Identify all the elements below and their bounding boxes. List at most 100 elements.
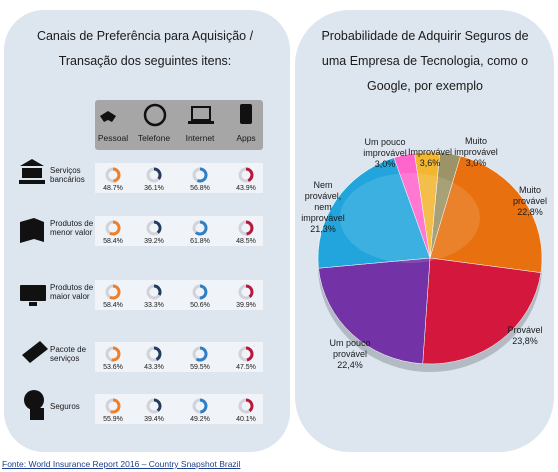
donut-arc [111,346,121,362]
pie-label: Muito provável 22,8% [505,185,555,218]
phone-icon [143,103,167,127]
donut-arc [112,167,121,183]
donut-arc [245,346,254,362]
row-label: Serviços bancários [50,166,85,184]
value-label: 56.8% [190,185,210,192]
ticket-icon [22,341,48,363]
value-label: 48.7% [103,185,123,192]
donut-arc [245,167,254,182]
value-label: 58.4% [103,302,123,309]
row-band [95,216,263,246]
donut-arc [153,398,162,412]
slice-name: Um pouco improvável [363,137,407,158]
value-label: 49.2% [190,416,210,423]
donut-arc [153,167,162,180]
slice-value: 3,6% [419,158,441,168]
channel-header [95,100,263,150]
pie-slice [414,151,441,259]
value-label: 36.1% [144,185,164,192]
donut-arc [110,398,121,414]
slice-name: Um pouco provável [329,338,371,359]
pie-label: Nem provável, nem improvável 21,3% [295,180,351,235]
pie-label: Um pouco improvável 3,0% [356,137,414,170]
row-band [95,342,263,372]
bank-icon [19,159,45,184]
monitor-icon [20,285,46,301]
slice-value: 21,3% [310,224,336,234]
value-label: 50.6% [190,302,210,309]
donut-arc [199,398,208,414]
value-label: 47.5% [236,364,256,371]
monitor-stand [29,302,37,306]
laptop-icon [191,106,211,121]
donut-arc [195,346,208,362]
pie-slice [318,257,431,365]
row-label: Produtos de maior valor [50,283,94,301]
value-label: 59.5% [190,364,210,371]
pie-label: Um pouco provável 22,4% [325,338,375,371]
phone-app-icon [240,104,252,124]
value-label: 61.8% [190,238,210,245]
row-band [95,280,263,310]
donut-arc [196,167,208,183]
laptop-base [188,121,214,124]
value-label: 39.9% [236,302,256,309]
slice-name: Improvável [407,147,452,157]
row-band [95,394,263,424]
value-label: 55.9% [103,416,123,423]
slice-value: 23,8% [512,336,538,346]
pie-highlight [340,173,480,263]
slice-value: 22,8% [517,207,543,217]
row-band [95,163,263,193]
donut-arc [194,220,208,236]
donut-arc [109,220,121,236]
slice-value: 3,0% [374,159,396,169]
handshake-icon [100,111,116,122]
donut-arc [245,398,254,413]
channel-label: Internet [185,133,215,143]
value-label: 39.4% [144,416,164,423]
pie-slice [422,257,542,365]
value-label: 39.2% [144,238,164,245]
value-label: 48.5% [236,238,256,245]
money-icon [24,390,44,410]
value-label: 43.9% [236,185,256,192]
pie-label: Provável 23,8% [500,325,550,347]
channel-label: Telefone [137,133,171,143]
donut-arc [245,284,254,299]
books-icon [20,218,44,243]
money-bag [30,408,44,420]
slice-value: 22,4% [337,360,363,370]
row-label: Pacote de serviços [50,345,87,363]
pie-label: Improvável 3,6% [405,147,455,169]
pie-title: Probabilidade de Adquirir Seguros de uma… [321,29,529,93]
channel-label: Apps [236,133,256,143]
icons [19,103,252,420]
value-label: 40.1% [236,416,256,423]
donut-arc [153,284,162,296]
slice-name: Provável [507,325,543,335]
donut-arc [199,284,208,300]
row-label: Produtos de menor valor [50,219,94,237]
value-label: 33.3% [144,302,164,309]
source: Fonte: World Insurance Report 2016 – Cou… [2,459,241,469]
slice-value: 3,0% [465,158,487,168]
donut-arc [153,346,162,361]
value-label: 53.6% [103,364,123,371]
donut-arc [109,284,121,300]
pie-slice [317,157,431,269]
channel-label: Pessoal [97,133,129,143]
value-label: 43.3% [144,364,164,371]
donut-arc [153,220,162,234]
donut-arc [245,220,254,236]
slice-name: Muito provável [512,185,548,206]
slice-name: Muito improvável [454,136,498,157]
left-title: Canais de Preferência para Aquisição / T… [36,29,254,68]
row-label: Seguros [50,401,80,411]
pie-label: Muito improvável 3,0% [451,136,501,169]
slice-name: Nem provável, nem improvável [301,180,345,223]
value-label: 58.4% [103,238,123,245]
pie-slice [429,155,543,273]
